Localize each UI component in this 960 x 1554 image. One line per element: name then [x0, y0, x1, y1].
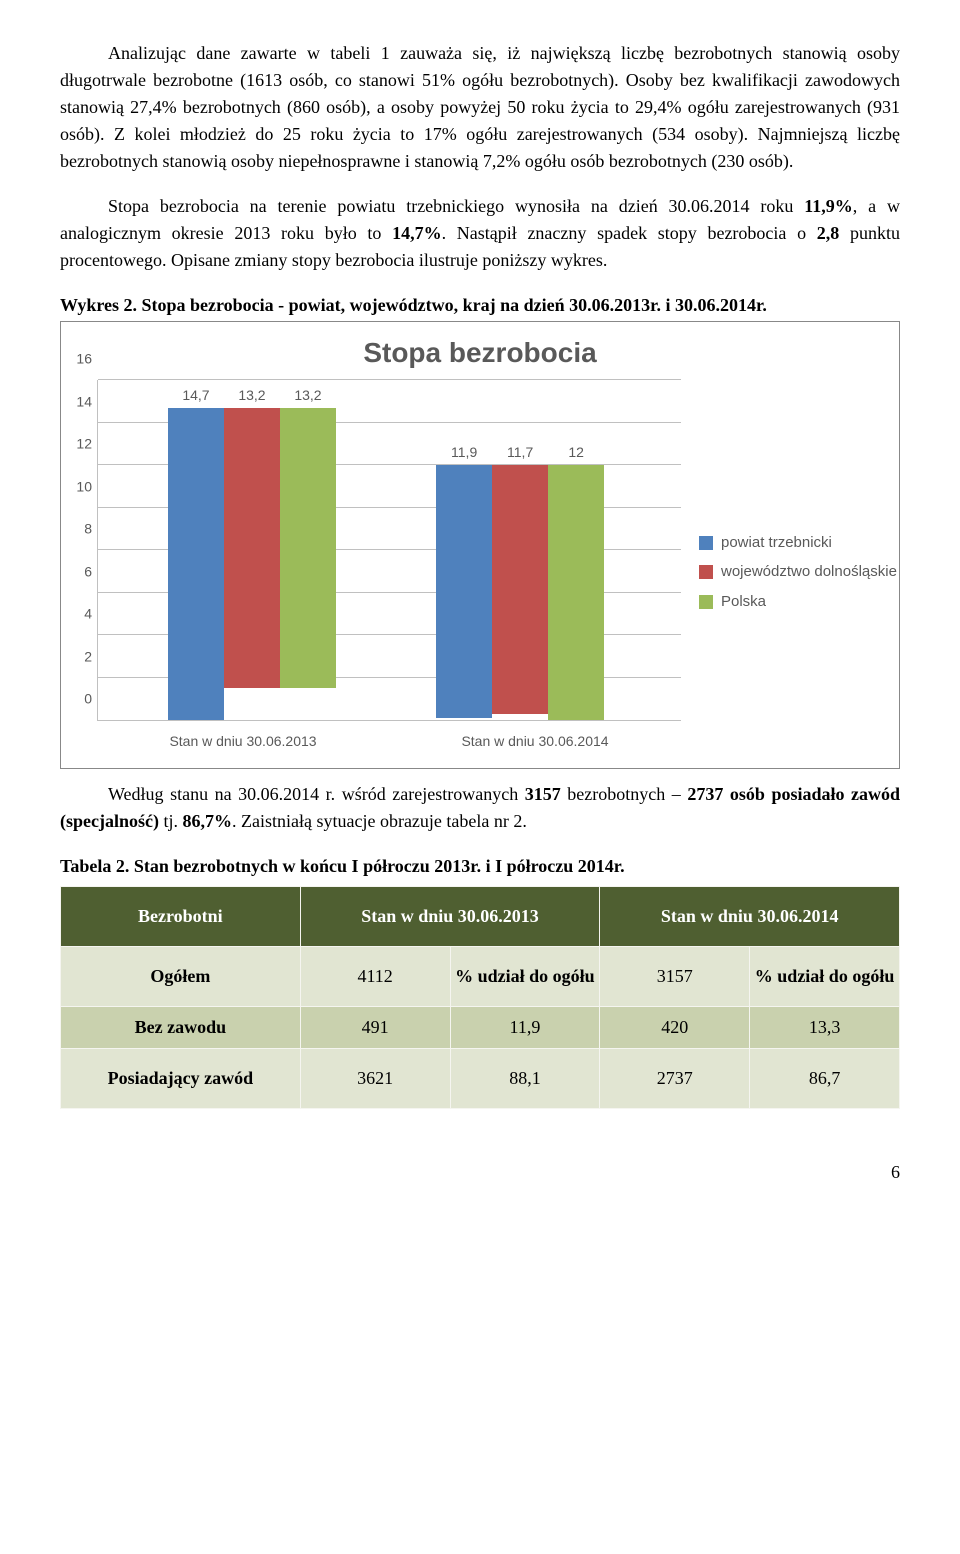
- p3f: 86,7%: [183, 811, 233, 831]
- chart-legend-item: województwo dolnośląskie: [699, 563, 899, 580]
- p3g: . Zaistniałą sytuacje obrazuje tabela nr…: [232, 811, 527, 831]
- chart-x-axis: Stan w dniu 30.06.2013Stan w dniu 30.06.…: [97, 721, 681, 768]
- legend-label: powiat trzebnicki: [721, 534, 832, 551]
- chart-ytick-label: 6: [66, 561, 92, 582]
- cell-value: 88,1: [450, 1049, 600, 1109]
- legend-swatch-icon: [699, 595, 713, 609]
- cell-value: 491: [300, 1007, 450, 1049]
- chart-ytick-label: 8: [66, 519, 92, 540]
- p2d: 14,7%: [392, 223, 442, 243]
- legend-label: województwo dolnośląskie: [721, 563, 897, 580]
- chart-bar-label: 13,2: [294, 385, 321, 408]
- chart-ytick-label: 4: [66, 604, 92, 625]
- th-2014: Stan w dniu 30.06.2014: [600, 887, 900, 947]
- chart-bar: 12: [548, 465, 604, 720]
- paragraph-2: Stopa bezrobocia na terenie powiatu trze…: [60, 193, 900, 274]
- chart-legend-item: Polska: [699, 593, 899, 610]
- cell-value: 4112: [300, 947, 450, 1007]
- page-number: 6: [60, 1109, 900, 1186]
- chart-ytick-label: 2: [66, 646, 92, 667]
- chart-xtick-label: Stan w dniu 30.06.2013: [97, 731, 389, 752]
- legend-label: Polska: [721, 593, 766, 610]
- chart-bar-label: 11,9: [451, 442, 477, 465]
- paragraph-3: Według stanu na 30.06.2014 r. wśród zare…: [60, 781, 900, 835]
- chart-caption: Wykres 2. Stopa bezrobocia - powiat, woj…: [60, 292, 900, 319]
- cell-pct-hdr: % udział do ogółu: [450, 947, 600, 1007]
- cell-value: 11,9: [450, 1007, 600, 1049]
- chart-xtick-label: Stan w dniu 30.06.2014: [389, 731, 681, 752]
- table-row: Ogółem 4112 % udział do ogółu 3157 % udz…: [61, 947, 900, 1007]
- cell-label: Ogółem: [61, 947, 301, 1007]
- unemployment-chart: Stopa bezrobocia 024681012141614,713,213…: [60, 321, 900, 769]
- cell-value: 420: [600, 1007, 750, 1049]
- cell-label: Bez zawodu: [61, 1007, 301, 1049]
- paragraph-1: Analizując dane zawarte w tabeli 1 zauwa…: [60, 40, 900, 175]
- p2e: . Nastąpił znaczny spadek stopy bezroboc…: [442, 223, 817, 243]
- unemployment-table: Bezrobotni Stan w dniu 30.06.2013 Stan w…: [60, 886, 900, 1109]
- cell-value: 3621: [300, 1049, 450, 1109]
- table-row: Posiadający zawód 3621 88,1 2737 86,7: [61, 1049, 900, 1109]
- p2f: 2,8: [817, 223, 840, 243]
- chart-bar: 11,7: [492, 465, 548, 714]
- chart-ytick-label: 14: [66, 391, 92, 412]
- p3c: bezrobotnych –: [561, 784, 688, 804]
- p2b: 11,9%: [804, 196, 853, 216]
- chart-bar-group: 14,713,213,2: [168, 408, 336, 720]
- table-header-row: Bezrobotni Stan w dniu 30.06.2013 Stan w…: [61, 887, 900, 947]
- p3b: 3157: [525, 784, 561, 804]
- th-bezrobotni: Bezrobotni: [61, 887, 301, 947]
- legend-swatch-icon: [699, 536, 713, 550]
- p3a: Według stanu na 30.06.2014 r. wśród zare…: [108, 784, 525, 804]
- chart-bar-label: 14,7: [182, 385, 209, 408]
- chart-bar: 14,7: [168, 408, 224, 720]
- chart-ytick-label: 10: [66, 476, 92, 497]
- chart-ytick-label: 16: [66, 349, 92, 370]
- chart-bar-label: 11,7: [507, 442, 533, 465]
- chart-ytick-label: 12: [66, 434, 92, 455]
- chart-ytick-label: 0: [66, 689, 92, 710]
- cell-pct-hdr: % udział do ogółu: [750, 947, 900, 1007]
- chart-bar: 13,2: [280, 408, 336, 689]
- chart-legend-item: powiat trzebnicki: [699, 534, 899, 551]
- chart-legend: powiat trzebnicki województwo dolnośląski…: [681, 376, 899, 768]
- cell-label: Posiadający zawód: [61, 1049, 301, 1109]
- chart-bar: 11,9: [436, 465, 492, 718]
- p2a: Stopa bezrobocia na terenie powiatu trze…: [108, 196, 804, 216]
- p3e: tj.: [159, 811, 183, 831]
- chart-bar: 13,2: [224, 408, 280, 689]
- chart-title: Stopa bezrobocia: [61, 322, 899, 376]
- table-row: Bez zawodu 491 11,9 420 13,3: [61, 1007, 900, 1049]
- cell-value: 2737: [600, 1049, 750, 1109]
- cell-value: 13,3: [750, 1007, 900, 1049]
- legend-swatch-icon: [699, 565, 713, 579]
- table-caption: Tabela 2. Stan bezrobotnych w końcu I pó…: [60, 853, 900, 880]
- chart-bar-label: 13,2: [238, 385, 265, 408]
- cell-value: 86,7: [750, 1049, 900, 1109]
- cell-value: 3157: [600, 947, 750, 1007]
- chart-plot-area: 024681012141614,713,213,211,911,712: [97, 380, 681, 721]
- th-2013: Stan w dniu 30.06.2013: [300, 887, 600, 947]
- chart-bar-group: 11,911,712: [436, 465, 604, 720]
- chart-bar-label: 12: [568, 442, 584, 465]
